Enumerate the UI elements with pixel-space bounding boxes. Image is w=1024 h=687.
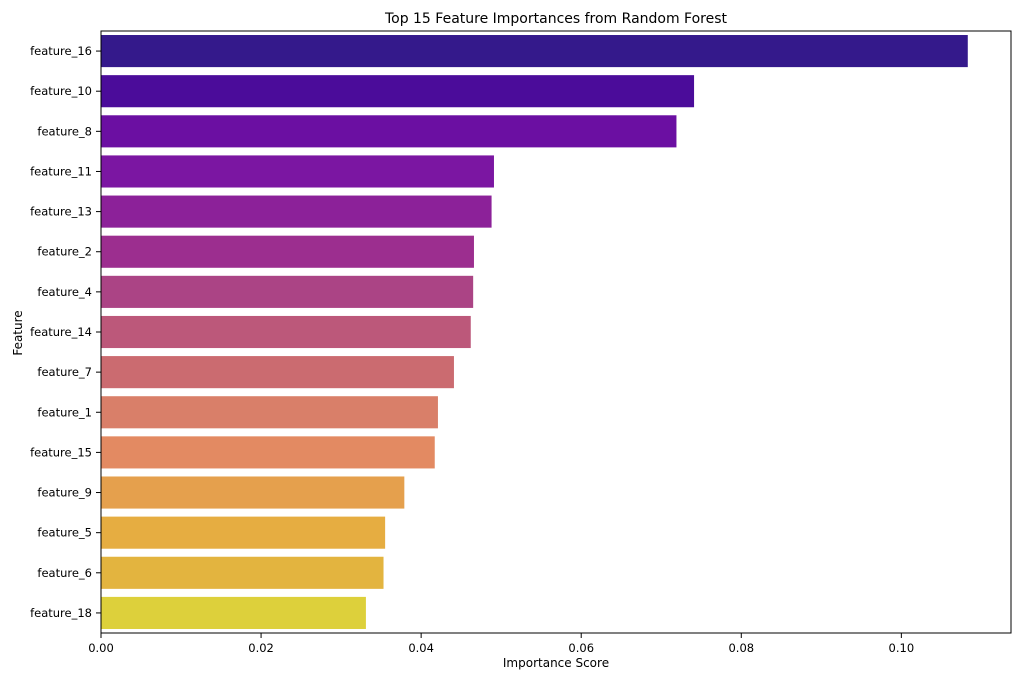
bar-feature-9 xyxy=(101,476,405,509)
x-axis-label: Importance Score xyxy=(503,656,609,670)
bars-group xyxy=(101,35,968,629)
bar-feature-8 xyxy=(101,115,677,148)
y-tick-label: feature_8 xyxy=(37,124,92,138)
chart-title: Top 15 Feature Importances from Random F… xyxy=(384,11,728,27)
bar-feature-18 xyxy=(101,596,366,629)
plot-frame xyxy=(100,30,1012,634)
y-tick-label: feature_11 xyxy=(30,164,92,178)
bar-feature-13 xyxy=(101,195,492,228)
y-tick-label: feature_15 xyxy=(30,445,92,459)
y-tick-label: feature_13 xyxy=(30,205,92,219)
bar-feature-1 xyxy=(101,396,438,429)
y-tick-label: feature_16 xyxy=(30,44,92,58)
bar-feature-6 xyxy=(101,556,384,589)
y-ticks-group: feature_16 feature_10 feature_8 feature_11f… xyxy=(30,44,101,620)
y-tick-label: feature_14 xyxy=(30,325,92,339)
bar-feature-14 xyxy=(101,315,471,349)
y-tick-label: feature_4 xyxy=(37,285,92,299)
y-tick-label: feature_5 xyxy=(37,526,92,540)
bar-feature-4 xyxy=(101,275,474,308)
x-tick-label: 0.10 xyxy=(889,641,915,655)
x-tick-label: 0.08 xyxy=(728,641,754,655)
bar-feature-7 xyxy=(101,356,454,389)
y-axis-label: Feature xyxy=(11,310,25,355)
bar-feature-16 xyxy=(101,35,968,68)
x-tick-label: 0.00 xyxy=(88,641,114,655)
bar-feature-15 xyxy=(101,436,435,469)
bar-feature-10 xyxy=(101,75,695,108)
x-ticks-group: 0.00 0.02 0.04 0.06 0.08 0.10 xyxy=(88,633,914,655)
bar-feature-11 xyxy=(101,155,494,188)
bar-feature-5 xyxy=(101,516,386,549)
y-tick-label: feature_2 xyxy=(37,245,92,259)
y-tick-label: feature_18 xyxy=(30,606,92,620)
y-tick-label: feature_7 xyxy=(37,365,92,379)
x-tick-label: 0.04 xyxy=(408,641,434,655)
x-tick-label: 0.06 xyxy=(568,641,594,655)
y-tick-label: feature_6 xyxy=(37,566,92,580)
y-tick-label: feature_1 xyxy=(37,405,92,419)
x-tick-label: 0.02 xyxy=(248,641,274,655)
y-tick-label: feature_10 xyxy=(30,84,92,98)
bar-feature-2 xyxy=(101,235,474,268)
y-tick-label: feature_9 xyxy=(37,486,92,500)
